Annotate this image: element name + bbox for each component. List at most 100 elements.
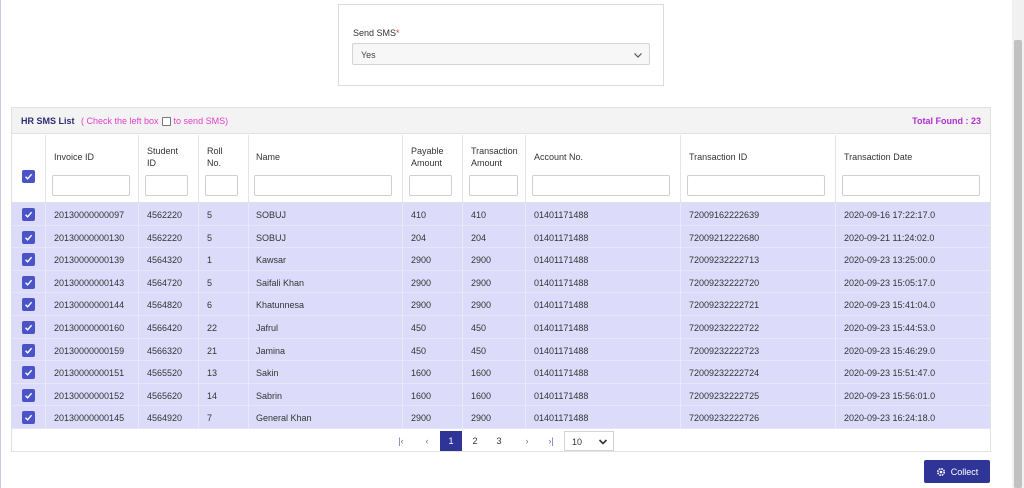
row-checkbox[interactable] [22,298,35,312]
send-sms-select[interactable]: Yes [352,43,650,65]
filter-input-student-id[interactable] [145,175,188,196]
select-all-checkbox[interactable] [22,170,35,183]
scrollbar-thumb[interactable] [1014,40,1022,488]
table-row: 20130000000145 4564920 7 General Khan 2900 29… [12,406,990,429]
column-header-transaction-date[interactable]: Transaction Date [844,151,912,163]
row-checkbox[interactable] [22,366,35,380]
column-divider [45,225,46,249]
cell-payable-amount: 2900 [411,300,432,311]
cell-student-id: 4566320 [147,345,183,356]
column-divider [198,316,199,339]
last-page-icon[interactable]: ›| [548,436,554,446]
row-checkbox[interactable] [22,253,35,267]
send-sms-select-value: Yes [361,50,376,60]
column-divider [198,361,199,384]
page-1-button[interactable]: 1 [440,431,462,451]
cell-invoice-id: 20130000000159 [54,345,125,356]
page-size-select[interactable]: 10 [564,431,614,451]
cell-student-id: 4562220 [147,232,183,243]
filter-input-account-no[interactable] [532,175,670,196]
first-page-icon[interactable]: |‹ [398,436,404,446]
filter-input-transaction-amount[interactable] [469,175,518,196]
column-divider [525,316,526,339]
cell-transaction-id: 72009232222725 [689,390,760,401]
column-divider [45,135,46,203]
cell-payable-amount: 2900 [411,413,432,424]
cell-transaction-id: 72009212222680 [689,232,760,243]
filter-input-invoice-id[interactable] [52,175,130,196]
column-divider [198,203,199,226]
column-divider [462,203,463,226]
column-header-payable-amount[interactable]: Payable Amount [411,145,444,169]
cell-invoice-id: 20130000000144 [54,300,125,311]
list-hint-after: to send SMS) [173,116,229,126]
column-divider [138,135,139,203]
table-row: 20130000000097 4562220 5 SOBUJ 410 410 0140117… [12,203,990,226]
chevron-down-icon [634,53,642,58]
column-divider [402,270,403,294]
column-divider [45,248,46,271]
list-title: HR SMS List [21,116,75,126]
cell-invoice-id: 20130000000143 [54,277,125,288]
cell-transaction-amount: 450 [471,345,487,356]
column-header-account-no[interactable]: Account No. [534,151,583,163]
page-3-button[interactable]: 3 [496,436,502,446]
column-header-transaction-amount[interactable]: Transaction Amount [471,145,518,169]
column-header-label: Transaction [471,146,518,156]
column-divider [248,361,249,384]
column-divider [835,135,836,203]
cell-transaction-date: 2020-09-23 13:25:00.0 [844,255,936,266]
cell-roll-no: 5 [207,232,213,243]
filter-input-name[interactable] [254,175,392,196]
next-page-icon[interactable]: › [525,436,529,446]
table-row: 20130000000139 4564320 1 Kawsar 2900 2900 0140… [12,248,990,271]
cell-account-no: 01401171488 [534,210,589,220]
cell-transaction-id: 72009232222720 [689,277,760,288]
column-divider [45,270,46,294]
column-divider [835,361,836,384]
column-divider [680,361,681,384]
cell-roll-no: 22 [207,323,218,333]
prev-page-icon[interactable]: ‹ [425,436,429,446]
filter-input-roll-no[interactable] [205,175,238,196]
column-divider [680,248,681,271]
cell-invoice-id: 20130000000151 [54,368,125,379]
row-checkbox[interactable] [22,321,35,334]
row-checkbox[interactable] [22,208,35,221]
column-divider [248,383,249,407]
column-divider [462,338,463,362]
collect-button[interactable]: Collect [924,460,990,483]
check-icon [25,256,33,264]
column-header-transaction-id[interactable]: Transaction ID [689,151,747,163]
column-divider [45,338,46,362]
column-divider [248,338,249,362]
table-row: 20130000000160 4566420 22 Jafrul 450 450 01401… [12,316,990,339]
column-divider [525,248,526,271]
column-divider [680,406,681,429]
cell-transaction-id: 72009162222639 [689,210,760,220]
chevron-down-icon [598,439,608,445]
column-divider [198,383,199,407]
row-checkbox[interactable] [22,343,35,357]
column-header-label: Amount [411,158,443,168]
row-checkbox[interactable] [22,388,35,402]
filter-input-payable-amount[interactable] [409,175,452,196]
column-header-invoice-id[interactable]: Invoice ID [54,151,94,163]
column-divider [138,338,139,362]
column-divider [248,225,249,249]
row-checkbox[interactable] [22,230,35,244]
row-checkbox[interactable] [22,411,35,425]
column-header-roll-no[interactable]: Roll No. [207,145,223,169]
column-divider [680,270,681,294]
column-header-name[interactable]: Name [256,151,280,163]
row-checkbox[interactable] [22,275,35,289]
cell-transaction-amount: 1600 [471,390,492,401]
page-2-button[interactable]: 2 [472,436,478,446]
column-divider [45,361,46,384]
filter-input-transaction-date[interactable] [842,175,980,196]
cell-account-no: 01401171488 [534,255,589,266]
column-header-student-id[interactable]: Student ID [147,145,178,169]
column-divider [248,406,249,429]
column-header-label: Roll [207,146,223,156]
filter-input-transaction-id[interactable] [687,175,825,196]
